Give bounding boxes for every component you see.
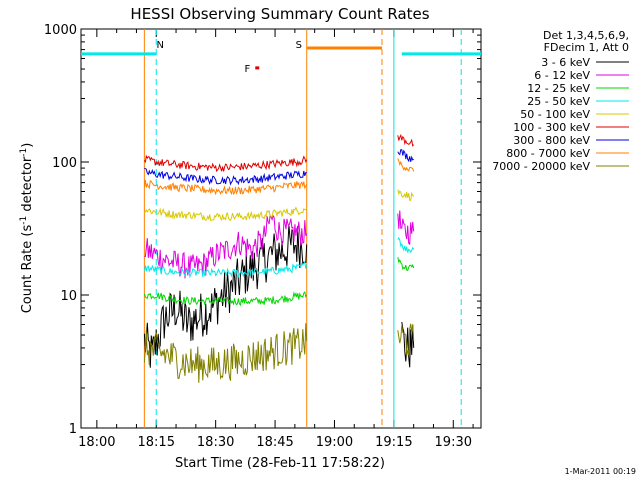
- legend-label: 100 - 300 keV: [513, 121, 590, 134]
- legend-header-1: Det 1,3,4,5,6,9,: [543, 29, 629, 42]
- y-axis-label-mid: detector: [20, 156, 35, 216]
- series-line-6: [397, 149, 414, 163]
- series-line-3: [397, 237, 415, 254]
- x-axis-label: Start Time (28-Feb-11 17:58:22): [175, 456, 385, 471]
- flag-annotation-f: F: [244, 64, 250, 75]
- y-tick-label: 10: [60, 289, 77, 304]
- flag-annotation-s: S: [296, 40, 302, 51]
- legend-label: 3 - 6 keV: [541, 56, 590, 69]
- legend-label: 300 - 800 keV: [513, 134, 590, 147]
- y-axis-label-sup1: -1: [19, 216, 29, 225]
- x-tick-label: 19:15: [375, 435, 412, 450]
- series-line-0: [401, 322, 415, 368]
- legend-label: 50 - 100 keV: [520, 108, 590, 121]
- y-axis-label-sup2: -1: [19, 148, 29, 157]
- series-line-2: [143, 290, 308, 307]
- legend-label: 25 - 50 keV: [527, 95, 590, 108]
- legend-label: 7000 - 20000 keV: [492, 160, 590, 173]
- y-tick-labels: 1 10 100 1000: [44, 23, 77, 437]
- x-tick-label: 18:30: [197, 435, 234, 450]
- series-line-5: [397, 133, 415, 147]
- y-axis-label-main: Count Rate (s: [20, 225, 35, 314]
- series-lines: [143, 133, 415, 383]
- series-line-4: [144, 206, 308, 222]
- x-tick-label: 18:15: [138, 435, 175, 450]
- series-line-4: [397, 189, 415, 201]
- legend-header-2: FDecim 1, Att 0: [544, 41, 629, 54]
- series-line-6: [144, 167, 307, 186]
- chart-title: HESSI Observing Summary Count Rates: [130, 5, 429, 23]
- x-tick-label: 19:30: [435, 435, 472, 450]
- legend-label: 800 - 7000 keV: [506, 147, 590, 160]
- y-tick-label: 1000: [44, 23, 77, 38]
- series-line-3: [143, 260, 308, 279]
- y-axis-label-end: ): [20, 143, 35, 148]
- y-tick-label: 100: [52, 156, 77, 171]
- series-line-5: [143, 154, 308, 173]
- x-tick-label: 18:00: [78, 435, 115, 450]
- y-axis-label-group: Count Rate (s-1 detector-1): [19, 143, 35, 314]
- series-line-7: [143, 179, 308, 196]
- series-line-8: [143, 323, 308, 383]
- series-line-7: [397, 158, 415, 172]
- y-tick-label: 1: [69, 422, 77, 437]
- flag-annotation-n: N: [156, 40, 163, 51]
- series-line-1: [397, 210, 415, 246]
- series-line-0: [143, 224, 308, 368]
- plot-frame: [80, 28, 482, 429]
- series-line-8: [397, 323, 415, 356]
- y-axis-label: Count Rate (s-1 detector-1): [19, 143, 35, 314]
- axis-ticks: [81, 28, 481, 429]
- flag-annotations: N S F: [156, 40, 302, 75]
- legend-label: 6 - 12 keV: [534, 69, 590, 82]
- legend-label: 12 - 25 keV: [527, 82, 590, 95]
- x-tick-label: 18:45: [256, 435, 293, 450]
- x-tick-labels: 18:00 18:15 18:30 18:45 19:00 19:15 19:30: [78, 435, 472, 450]
- footer-date: 1-Mar-2011 00:19: [565, 467, 636, 476]
- series-line-2: [397, 257, 415, 272]
- x-tick-label: 19:00: [316, 435, 353, 450]
- flag-bars: [81, 46, 481, 70]
- series-line-1: [144, 214, 308, 279]
